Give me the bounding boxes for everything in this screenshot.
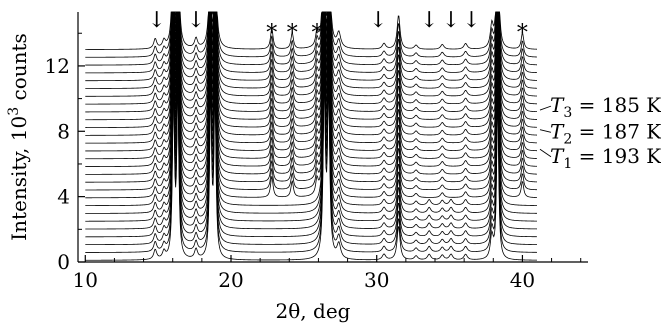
pattern-line <box>85 11 538 58</box>
temperature-value: = 187 K <box>572 119 661 143</box>
pattern-line <box>85 43 537 222</box>
pattern-line <box>85 11 538 82</box>
star-marker: * <box>266 21 277 46</box>
temperature-symbol: T <box>550 93 565 117</box>
star-marker: * <box>311 21 322 46</box>
pattern-line <box>85 11 538 113</box>
pattern-line <box>85 35 537 214</box>
temperature-subscript: 3 <box>563 105 572 121</box>
pattern-line <box>85 11 538 128</box>
temperature-label: T1 = 193 K <box>550 144 661 172</box>
pattern-line <box>85 11 538 167</box>
y-tick-label: 12 <box>45 54 70 78</box>
temperature-symbol: T <box>550 119 565 143</box>
temperature-pointer <box>539 129 552 133</box>
pattern-line <box>85 11 538 74</box>
arrow-marker: ↓ <box>187 8 205 33</box>
axes <box>77 12 588 263</box>
y-tick-label: 0 <box>57 250 70 274</box>
pattern-line <box>85 12 538 191</box>
pattern-line <box>85 74 538 253</box>
pattern-line <box>85 28 538 207</box>
x-tick-label: 30 <box>364 268 389 292</box>
temperature-value: = 193 K <box>572 144 661 168</box>
pattern-line <box>85 20 538 199</box>
pattern-line <box>85 11 538 50</box>
y-axis-label: Intensity, 103 counts <box>6 33 31 241</box>
y-tick-label: 4 <box>57 185 70 209</box>
pattern-line <box>85 11 538 136</box>
y-axis-label-sup: 3 <box>6 107 22 116</box>
pattern-line <box>85 11 538 105</box>
pattern-line <box>85 51 538 230</box>
pattern-line <box>85 11 538 160</box>
arrow-marker: ↓ <box>147 8 165 33</box>
x-tick-label: 10 <box>73 268 98 292</box>
pattern-line <box>85 82 538 261</box>
temperature-subscript: 1 <box>563 156 572 172</box>
temperature-pointer <box>539 148 552 158</box>
pattern-line <box>85 11 538 144</box>
x-ticks: 10 20 30 40 <box>73 255 582 292</box>
temperature-value: = 185 K <box>572 93 661 117</box>
y-tick-label: 8 <box>57 119 70 143</box>
y-ticks: 0 4 8 12 <box>45 32 85 274</box>
diffraction-patterns <box>85 11 538 261</box>
pattern-line <box>85 11 538 183</box>
x-tick-label: 40 <box>510 268 535 292</box>
arrow-marker: ↓ <box>462 8 480 33</box>
temperature-labels: T3 = 185 KT2 = 187 KT1 = 193 K <box>539 93 661 172</box>
temperature-symbol: T <box>550 144 565 168</box>
temperature-subscript: 2 <box>563 131 572 147</box>
peak-markers: ↓ ↓ ↓ ↓ ↓ ↓* * * * <box>147 8 527 46</box>
pattern-line <box>85 11 538 89</box>
arrow-marker: ↓ <box>420 8 438 33</box>
y-axis-label-tail: counts <box>7 33 31 107</box>
pattern-line <box>85 11 538 152</box>
pattern-line <box>85 11 538 66</box>
arrow-marker: ↓ <box>442 8 460 33</box>
y-axis-label-main: Intensity, 10 <box>7 116 31 241</box>
pattern-line <box>85 11 538 175</box>
pattern-line <box>85 67 537 246</box>
x-axis-label: 2θ, deg <box>276 299 351 323</box>
pattern-line <box>85 59 538 238</box>
pattern-line <box>85 11 538 97</box>
temperature-pointer <box>539 105 552 111</box>
temperature-label: T3 = 185 K <box>550 93 661 121</box>
temperature-label: T2 = 187 K <box>550 119 661 147</box>
x-tick-label: 20 <box>218 268 243 292</box>
pattern-line <box>85 11 538 121</box>
arrow-marker: ↓ <box>369 8 387 33</box>
star-marker: * <box>517 21 528 46</box>
star-marker: * <box>287 21 298 46</box>
